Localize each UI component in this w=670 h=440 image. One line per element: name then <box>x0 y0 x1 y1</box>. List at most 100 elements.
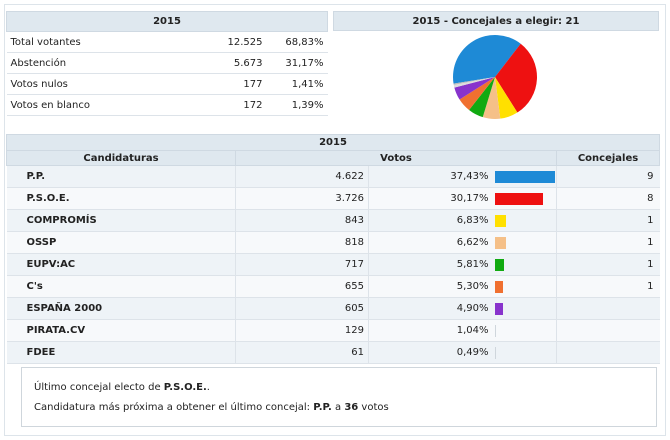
party-bar-cell <box>492 275 557 298</box>
summary-year-header: 2015 <box>6 11 328 32</box>
party-row: C's 655 5,30% 1 <box>6 275 660 298</box>
summary-row: Total votantes 12.525 68,83% <box>6 31 328 53</box>
party-votes: 61 <box>235 341 369 364</box>
party-results-table: 2015 Candidaturas Votos Concejales P.P. 4… <box>5 134 661 364</box>
pie-title: 2015 - Concejales a elegir: 21 <box>333 11 659 31</box>
party-pct: 6,83% <box>368 209 493 232</box>
pie-slice-p-s-o-e- <box>495 43 537 113</box>
party-votes: 605 <box>235 297 369 320</box>
seats-pie-panel: 2015 - Concejales a elegir: 21 <box>333 11 659 121</box>
party-votes: 3.726 <box>235 187 369 210</box>
summary-label: Votos en blanco <box>6 94 147 116</box>
party-name: P.S.O.E. <box>6 187 236 210</box>
note-votes: 36 <box>344 402 359 413</box>
party-row: P.S.O.E. 3.726 30,17% 8 <box>6 187 660 210</box>
pie-slice-espa-a-2000 <box>454 77 495 100</box>
party-pct: 0,49% <box>368 341 493 364</box>
note-text: Último concejal electo de <box>34 382 164 393</box>
note-text: a <box>331 402 345 413</box>
party-row: ESPAÑA 2000 605 4,90% <box>6 297 660 320</box>
party-votes: 129 <box>235 319 369 342</box>
summary-pct: 1,39% <box>266 94 328 116</box>
column-header-seats: Concejales <box>555 150 661 166</box>
party-pct: 30,17% <box>368 187 493 210</box>
party-pct: 37,43% <box>368 165 493 188</box>
party-vote-bar <box>494 214 506 227</box>
party-votes: 655 <box>235 275 369 298</box>
party-name: C's <box>6 275 236 298</box>
party-vote-bar <box>494 258 504 271</box>
summary-label: Abstención <box>6 52 147 74</box>
party-name: EUPV:AC <box>6 253 236 276</box>
summary-row: Votos en blanco 172 1,39% <box>6 94 328 116</box>
party-seats: 8 <box>556 187 660 210</box>
party-bar-cell <box>492 253 557 276</box>
note-text: votos <box>358 402 389 413</box>
summary-pct: 31,17% <box>266 52 328 74</box>
summary-count: 172 <box>146 94 267 116</box>
pie-slice-eupv-ac <box>469 77 495 118</box>
party-vote-bar <box>494 192 543 205</box>
party-bar-cell <box>492 187 557 210</box>
party-votes: 717 <box>235 253 369 276</box>
pie-slice-ossp <box>482 77 501 119</box>
party-row: PIRATA.CV 129 1,04% <box>6 319 660 342</box>
party-seats: 1 <box>556 209 660 232</box>
party-row: FDEE 61 0,49% <box>6 341 660 364</box>
party-vote-bar <box>494 324 497 337</box>
party-bar-cell <box>492 231 557 254</box>
summary-row: Abstención 5.673 31,17% <box>6 52 328 74</box>
party-seats: 1 <box>556 275 660 298</box>
results-year-header: 2015 <box>5 134 661 151</box>
summary-count: 177 <box>146 73 267 95</box>
party-vote-bar <box>494 236 506 249</box>
note-party: P.P. <box>313 402 332 413</box>
party-row: COMPROMÍS 843 6,83% 1 <box>6 209 660 232</box>
party-name: P.P. <box>6 165 236 188</box>
last-seat-line: Último concejal electo de P.S.O.E.. <box>34 378 644 398</box>
pie-slice-comprom-s <box>495 77 518 119</box>
party-bar-cell <box>492 319 557 342</box>
party-vote-bar <box>494 346 496 359</box>
pie-slice-pirata-cv <box>453 77 495 88</box>
party-name: FDEE <box>6 341 236 364</box>
party-bar-cell <box>492 209 557 232</box>
party-name: PIRATA.CV <box>6 319 236 342</box>
party-pct: 6,62% <box>368 231 493 254</box>
party-seats <box>556 319 660 342</box>
pie-slice-c-s <box>459 77 495 111</box>
party-seats: 9 <box>556 165 660 188</box>
party-name: OSSP <box>6 231 236 254</box>
closest-candidate-line: Candidatura más próxima a obtener el últ… <box>34 398 644 418</box>
note-text: . <box>206 382 210 393</box>
party-seats <box>556 297 660 320</box>
pie-slice-p-p- <box>453 35 521 84</box>
party-seats <box>556 341 660 364</box>
party-pct: 5,30% <box>368 275 493 298</box>
party-vote-bar <box>494 170 555 183</box>
summary-label: Votos nulos <box>6 73 147 95</box>
party-pct: 4,90% <box>368 297 493 320</box>
summary-pct: 1,41% <box>266 73 328 95</box>
party-votes: 843 <box>235 209 369 232</box>
party-bar-cell <box>492 165 557 188</box>
party-seats: 1 <box>556 231 660 254</box>
party-name: COMPROMÍS <box>6 209 236 232</box>
column-header-votes: Votos <box>235 150 557 166</box>
summary-count: 5.673 <box>146 52 267 74</box>
summary-row: Votos nulos 177 1,41% <box>6 73 328 95</box>
party-row: EUPV:AC 717 5,81% 1 <box>6 253 660 276</box>
last-seat-note: Último concejal electo de P.S.O.E.. Cand… <box>21 367 657 427</box>
summary-count: 12.525 <box>146 31 267 53</box>
note-text: Candidatura más próxima a obtener el últ… <box>34 402 314 413</box>
party-votes: 4.622 <box>235 165 369 188</box>
party-bar-cell <box>492 341 557 364</box>
party-row: OSSP 818 6,62% 1 <box>6 231 660 254</box>
note-party: P.S.O.E. <box>163 382 207 393</box>
summary-pct: 68,83% <box>266 31 328 53</box>
pie-slice-fdee <box>453 77 495 85</box>
seats-pie-chart <box>453 35 537 119</box>
column-header-party: Candidaturas <box>6 150 236 166</box>
party-votes: 818 <box>235 231 369 254</box>
party-vote-bar <box>494 280 503 293</box>
